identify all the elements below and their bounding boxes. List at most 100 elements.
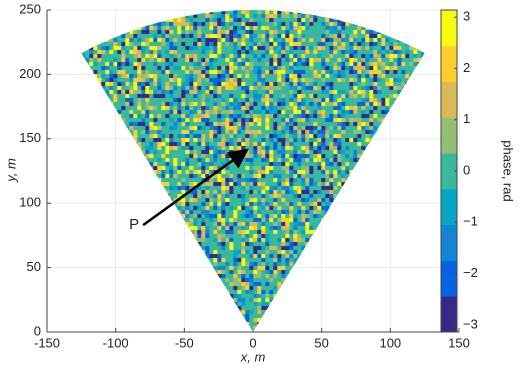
phase-cell (225, 306, 230, 310)
phase-cell (377, 86, 382, 90)
phase-cell (177, 242, 182, 246)
phase-cell (249, 286, 254, 290)
phase-cell (281, 82, 286, 86)
phase-cell (281, 46, 286, 50)
phase-cell (117, 234, 122, 238)
phase-cell (85, 58, 90, 62)
phase-cell (125, 254, 130, 258)
phase-cell (417, 214, 422, 218)
phase-cell (285, 122, 290, 126)
phase-cell (89, 78, 94, 82)
phase-cell (193, 138, 198, 142)
phase-cell (213, 278, 218, 282)
phase-cell (157, 178, 162, 182)
phase-cell (241, 322, 246, 326)
phase-cell (225, 42, 230, 46)
phase-cell (341, 290, 346, 294)
phase-cell (409, 242, 414, 246)
phase-cell (385, 110, 390, 114)
phase-cell (121, 274, 126, 278)
phase-cell (421, 202, 425, 206)
phase-cell (393, 46, 398, 50)
phase-cell (177, 182, 182, 186)
phase-cell (113, 38, 118, 42)
phase-cell (305, 186, 310, 190)
phase-cell (101, 86, 106, 90)
phase-cell (361, 66, 366, 70)
phase-cell (293, 238, 298, 242)
phase-cell (89, 310, 94, 314)
phase-cell (213, 110, 218, 114)
phase-cell (137, 186, 142, 190)
phase-cell (233, 326, 238, 330)
phase-cell (217, 194, 222, 198)
phase-cell (121, 190, 126, 194)
phase-cell (293, 42, 298, 46)
phase-cell (353, 30, 358, 34)
phase-cell (229, 266, 234, 270)
phase-cell (257, 290, 262, 294)
phase-cell (245, 70, 250, 74)
phase-cell (117, 198, 122, 202)
phase-cell (357, 258, 362, 262)
phase-cell (89, 86, 94, 90)
phase-cell (161, 154, 166, 158)
phase-cell (225, 278, 230, 282)
phase-cell (365, 286, 370, 290)
phase-cell (129, 50, 134, 54)
phase-cell (277, 266, 282, 270)
phase-cell (201, 162, 206, 166)
phase-cell (281, 254, 286, 258)
phase-cell (97, 98, 102, 102)
phase-cell (245, 114, 250, 118)
phase-cell (265, 282, 270, 286)
phase-cell (269, 70, 274, 74)
phase-cell (81, 162, 86, 166)
phase-cell (293, 186, 298, 190)
phase-cell (381, 178, 386, 182)
phase-cell (209, 214, 214, 218)
phase-cell (149, 174, 154, 178)
phase-cell (417, 42, 422, 46)
phase-cell (249, 190, 254, 194)
phase-cell (405, 130, 410, 134)
phase-cell (205, 194, 210, 198)
phase-cell (241, 194, 246, 198)
phase-cell (421, 210, 425, 214)
phase-cell (245, 146, 250, 150)
phase-cell (417, 158, 422, 162)
phase-cell (189, 278, 194, 282)
phase-cell (157, 246, 162, 250)
phase-cell (313, 74, 318, 78)
phase-cell (137, 142, 142, 146)
phase-cell (297, 210, 302, 214)
phase-cell (329, 90, 334, 94)
phase-cell (313, 122, 318, 126)
phase-cell (345, 66, 350, 70)
phase-cell (137, 58, 142, 62)
phase-cell (233, 182, 238, 186)
phase-cell (213, 42, 218, 46)
phase-cell (237, 74, 242, 78)
phase-cell (317, 30, 322, 34)
phase-cell (109, 298, 114, 302)
phase-cell (317, 214, 322, 218)
phase-cell (385, 326, 390, 330)
phase-cell (349, 282, 354, 286)
phase-cell (321, 162, 326, 166)
phase-cell (305, 298, 310, 302)
phase-cell (289, 98, 294, 102)
phase-cell (129, 14, 134, 18)
phase-cell (333, 10, 338, 14)
phase-cell (193, 70, 198, 74)
phase-cell (345, 106, 350, 110)
phase-cell (193, 214, 198, 218)
phase-cell (217, 202, 222, 206)
phase-cell (229, 82, 234, 86)
phase-cell (241, 258, 246, 262)
phase-cell (133, 114, 138, 118)
phase-cell (413, 326, 418, 330)
phase-cell (213, 206, 218, 210)
phase-cell (205, 298, 210, 302)
phase-cell (313, 154, 318, 158)
